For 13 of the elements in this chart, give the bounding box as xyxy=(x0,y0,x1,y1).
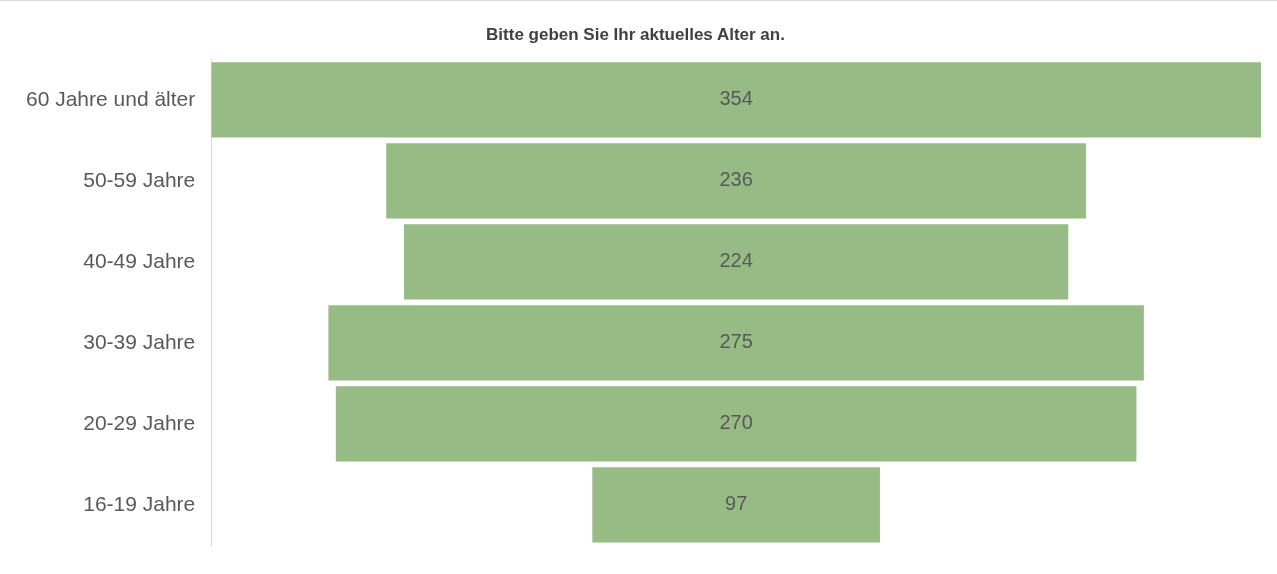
data-label: 270 xyxy=(719,411,753,434)
data-label: 275 xyxy=(719,330,753,353)
data-label: 354 xyxy=(719,87,753,110)
data-label: 97 xyxy=(725,492,748,515)
category-label: 60 Jahre und älter xyxy=(25,86,196,110)
data-label: 236 xyxy=(719,168,753,191)
category-label: 40-49 Jahre xyxy=(83,248,196,272)
text: Bitte geben Sie Ihr aktuelles Alter an. xyxy=(486,24,785,44)
data-label: 224 xyxy=(719,249,753,272)
category-label: 30-39 Jahre xyxy=(83,329,196,353)
category-label: 20-29 Jahre xyxy=(83,410,196,434)
category-label: 50-59 Jahre xyxy=(83,167,196,191)
category-label: 16-19 Jahre xyxy=(83,491,196,515)
